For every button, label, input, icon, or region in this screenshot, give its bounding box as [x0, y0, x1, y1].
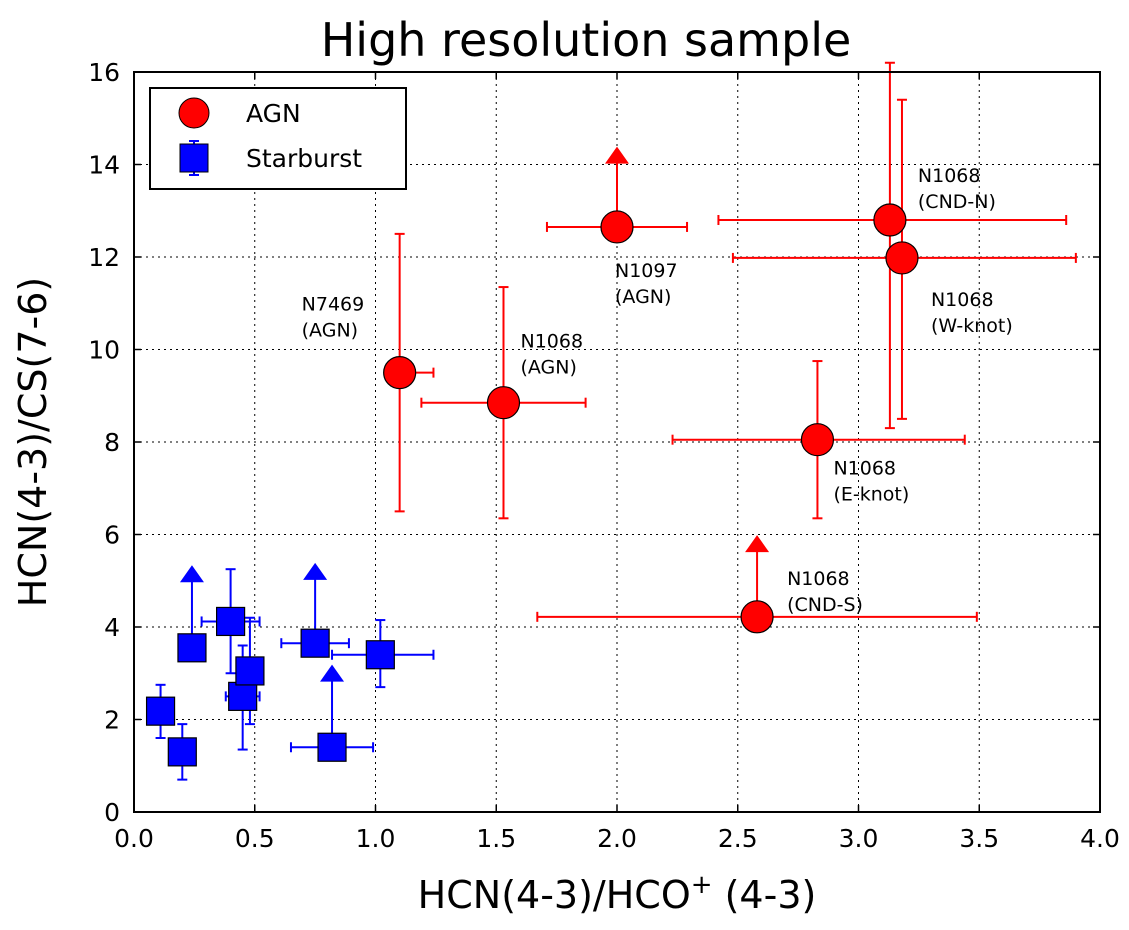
agn-point: [383, 356, 417, 390]
x-tick-label: 3.5: [959, 824, 999, 853]
point-annotation: (CND-N): [918, 191, 996, 213]
legend-starburst-marker: [179, 143, 209, 173]
y-tick-label: 16: [88, 58, 120, 87]
point-annotations: N7469 (AGN) N1068 (AGN) N1097 (AGN) N1068 (CND-…: [302, 165, 1013, 616]
y-axis-label: HCN(4-3)/CS(7-6): [11, 277, 55, 607]
x-tick-label: 0.5: [235, 824, 275, 853]
x-axis-label-sup: +: [691, 870, 713, 900]
starburst-point: [317, 732, 347, 762]
point-annotation: N1068: [931, 289, 994, 311]
y-tick-label: 10: [88, 336, 120, 365]
legend-agn-label: AGN: [246, 99, 301, 128]
legend-starburst-label: Starburst: [246, 144, 362, 173]
x-tick-label: 2.5: [718, 824, 758, 853]
lower-limit-arrow: [745, 535, 770, 553]
y-tick-label: 12: [88, 243, 120, 272]
agn-point: [800, 423, 835, 457]
plot-frame: [133, 71, 1101, 813]
point-annotation: N1097: [615, 260, 678, 282]
point-annotation: N1068: [918, 165, 981, 187]
starburst-point: [177, 633, 207, 663]
starburst-point: [145, 696, 176, 726]
point-annotation: (CND-S): [787, 594, 863, 616]
x-axis-label-tail: (4-3): [713, 873, 817, 917]
agn-point: [486, 386, 521, 420]
point-annotation: (AGN): [615, 286, 671, 308]
starburst-point: [235, 656, 265, 686]
y-tick-label: 6: [104, 521, 120, 550]
legend: AGN Starburst: [149, 87, 407, 190]
lower-limit-arrow: [605, 146, 629, 164]
point-annotation: N1068: [833, 458, 896, 480]
starburst-point: [228, 681, 258, 711]
starburst-point: [167, 737, 197, 767]
starburst-point: [365, 640, 395, 670]
point-annotation: N1068: [520, 331, 583, 353]
x-axis-label: HCN(4-3)/HCO+ (4-3): [418, 870, 817, 917]
starburst-point: [216, 606, 246, 637]
data-markers: [145, 203, 919, 767]
y-tick-label: 8: [104, 428, 120, 457]
point-annotation: N1068: [787, 568, 850, 590]
agn-point: [885, 241, 919, 275]
point-annotation: (AGN): [302, 320, 358, 342]
y-tick-label: 4: [104, 613, 120, 642]
x-tick-label: 2.0: [597, 824, 637, 853]
x-axis-label-main: HCN(4-3)/HCO: [418, 873, 691, 917]
agn-point: [740, 600, 774, 634]
lower-limit-arrow: [320, 664, 345, 682]
y-tick-label: 14: [88, 151, 120, 180]
y-tick-label: 0: [104, 798, 120, 827]
starburst-point: [300, 628, 330, 658]
x-tick-label: 1.5: [476, 824, 516, 853]
x-tick-label: 0.0: [114, 824, 154, 853]
point-annotation: (E-knot): [833, 484, 909, 506]
point-annotation: (W-knot): [931, 315, 1013, 337]
x-tick-label: 3.0: [839, 824, 879, 853]
agn-point: [873, 203, 907, 237]
chart-title: High resolution sample: [321, 13, 852, 67]
x-tick-label: 1.0: [356, 824, 396, 853]
agn-point: [600, 210, 634, 244]
y-tick-label: 2: [104, 706, 120, 735]
lower-limit-arrow: [303, 562, 328, 580]
axis-ticks: 0.0 0.5 1.0 1.5 2.0 2.5 3.0 3.5 4.0 0 2 4 6 8 10 12 14 16: [88, 58, 1120, 853]
legend-agn-marker: [178, 97, 210, 129]
point-annotation: N7469: [302, 294, 365, 316]
x-tick-label: 4.0: [1080, 824, 1120, 853]
lower-limit-arrow: [179, 565, 204, 583]
point-annotation: (AGN): [520, 357, 576, 379]
